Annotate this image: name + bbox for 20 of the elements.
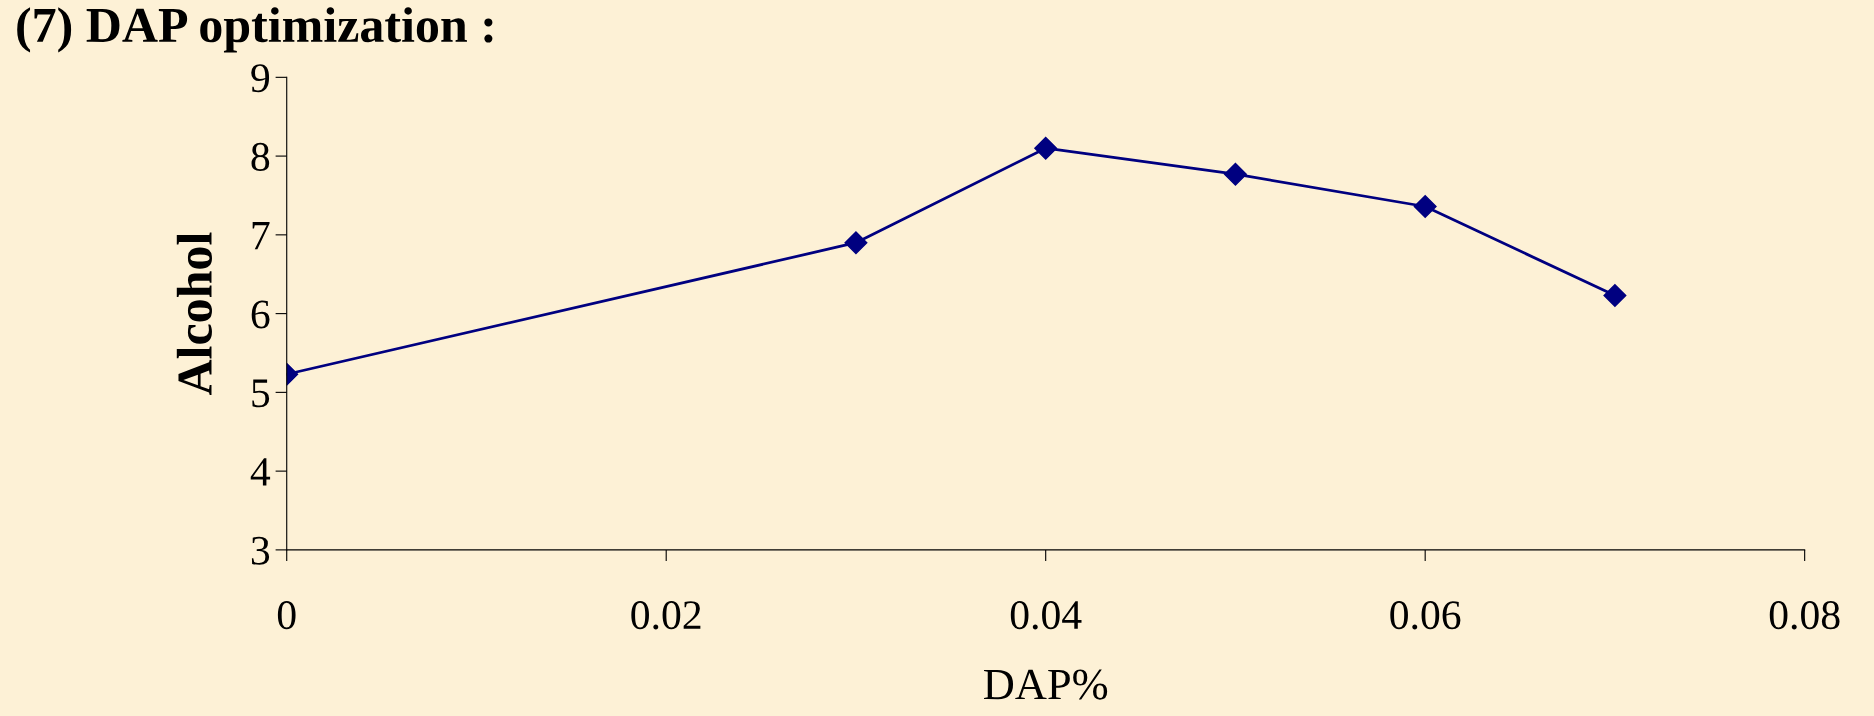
y-tick-label: 9	[251, 64, 270, 93]
y-tick-label: 5	[252, 379, 270, 408]
x-tick-label: 0.06	[1390, 601, 1461, 630]
point	[844, 231, 868, 255]
x-tick-label: 0	[277, 601, 296, 630]
y-tick-label: 8	[251, 142, 270, 171]
y-tick-label: 7	[252, 222, 270, 250]
point	[1223, 162, 1247, 186]
point	[1603, 283, 1627, 307]
point	[1034, 136, 1058, 160]
y-tick-label: 6	[251, 300, 270, 329]
chart-title: (7) DAP optimization :	[17, 7, 493, 53]
y-tick-label: 3	[251, 536, 270, 565]
y-axis-title: Alcohol	[176, 232, 212, 396]
x-tick-label: 0.02	[631, 601, 701, 630]
x-axis-title: DAP%	[984, 669, 1108, 700]
x-tick-label: 0.04	[1010, 601, 1082, 630]
x-tick-label: 0.08	[1769, 601, 1840, 630]
y-tick-label: 4	[250, 458, 271, 486]
point	[1413, 194, 1437, 218]
